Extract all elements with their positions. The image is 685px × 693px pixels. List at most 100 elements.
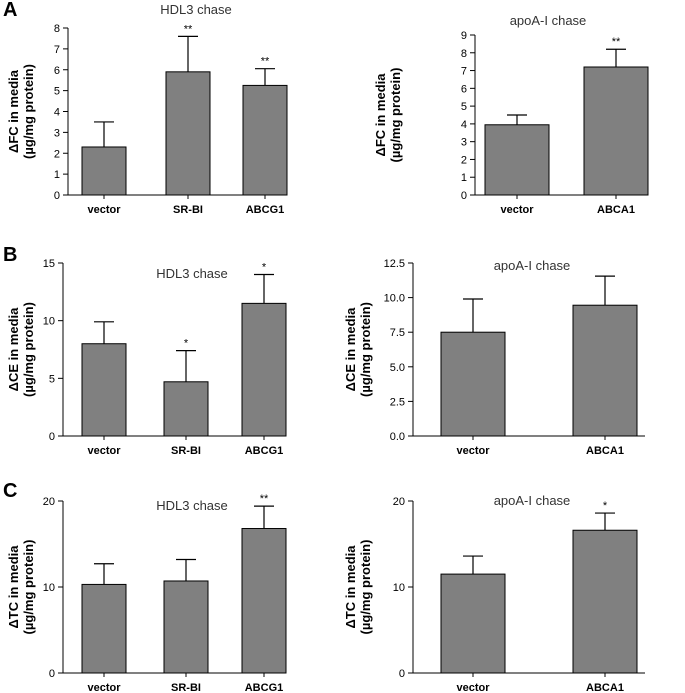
y-tick-label: 20 (43, 496, 55, 508)
panel-label: B (3, 244, 17, 266)
chart-title: apoA-I chase (494, 493, 571, 508)
y-tick-label: 8 (54, 23, 60, 35)
y-axis-label-line: (µg/mg protein) (388, 68, 403, 163)
y-tick-label: 2 (461, 154, 467, 166)
bar-abca1 (572, 304, 638, 437)
y-axis-label: ΔCE in media(µg/mg protein) (6, 302, 36, 397)
x-tick-label: vector (456, 445, 490, 457)
x-tick-label: ABCG1 (246, 204, 285, 216)
y-tick-label: 12.5 (384, 258, 405, 270)
y-tick-label: 5 (461, 101, 467, 113)
y-tick-label: 3 (461, 137, 467, 149)
chart-3: B HDL3 chase ΔCE in media(µg/mg protein) 0 5… (3, 244, 287, 457)
x-tick-label: vector (87, 204, 121, 216)
y-axis-label-line: ΔTC in media (6, 545, 21, 629)
x-tick-label: vector (456, 682, 490, 693)
chart-4: apoA-I chase ΔCE in media(µg/mg protein) 0… (343, 258, 645, 457)
y-tick-label: 10 (393, 582, 405, 594)
y-axis-label: ΔFC in media(µg/mg protein) (373, 68, 403, 163)
significance-marker: ** (261, 56, 270, 68)
significance-marker: ** (184, 23, 193, 35)
bar-vector (81, 146, 127, 196)
x-tick-label: SR-BI (171, 682, 201, 693)
y-tick-label: 4 (54, 107, 60, 119)
significance-marker: * (603, 500, 608, 512)
x-tick-label: ABCA1 (586, 682, 624, 693)
y-tick-label: 6 (54, 65, 60, 77)
chart-2: apoA-I chase ΔFC in media(µg/mg protein) 0… (373, 13, 649, 216)
y-tick-label: 7.5 (390, 327, 405, 339)
bar-abcg1 (241, 302, 287, 437)
y-tick-label: 0 (49, 431, 55, 443)
y-tick-label: 7 (54, 44, 60, 56)
significance-marker: * (262, 262, 267, 274)
chart-6: apoA-I chase ΔTC in media(µg/mg protein) 0… (343, 493, 645, 693)
chart-title: apoA-I chase (494, 258, 571, 273)
y-axis-label-line: (µg/mg protein) (21, 540, 36, 635)
y-tick-label: 15 (43, 258, 55, 270)
y-axis-label-line: (µg/mg protein) (358, 302, 373, 397)
chart-1: A HDL3 chase ΔFC in media(µg/mg protein) 0 1… (3, 0, 288, 216)
x-tick-label: SR-BI (171, 445, 201, 457)
y-axis-label-line: ΔCE in media (343, 307, 358, 392)
chart-title: HDL3 chase (156, 266, 228, 281)
y-axis-label: ΔTC in media(µg/mg protein) (6, 540, 36, 635)
y-tick-label: 1 (461, 172, 467, 184)
y-tick-label: 0.0 (390, 431, 405, 443)
chart-title: HDL3 chase (156, 498, 228, 513)
x-tick-label: vector (87, 445, 121, 457)
y-axis-label: ΔTC in media(µg/mg protein) (343, 540, 373, 635)
chart-title: apoA-I chase (510, 13, 587, 28)
chart-title: HDL3 chase (160, 2, 232, 17)
y-axis-label-line: ΔFC in media (6, 69, 21, 153)
bar-sr-bi (163, 381, 209, 437)
y-tick-label: 8 (461, 48, 467, 60)
y-tick-label: 3 (54, 127, 60, 139)
bar-abca1 (583, 66, 649, 196)
bar-vector (440, 331, 506, 437)
y-axis-label: ΔFC in media(µg/mg protein) (6, 64, 36, 159)
y-tick-label: 1 (54, 169, 60, 181)
y-tick-label: 2 (54, 148, 60, 160)
y-tick-label: 5 (49, 373, 55, 385)
significance-marker: ** (612, 36, 621, 48)
y-axis-label-line: ΔTC in media (343, 545, 358, 629)
bar-vector (484, 124, 550, 196)
y-axis-label: ΔCE in media(µg/mg protein) (343, 302, 373, 397)
y-tick-label: 10 (43, 316, 55, 328)
panel-label: C (3, 480, 17, 502)
x-tick-label: ABCA1 (586, 445, 624, 457)
y-axis-label-line: (µg/mg protein) (358, 540, 373, 635)
y-axis-label-line: (µg/mg protein) (21, 64, 36, 159)
y-tick-label: 2.5 (390, 396, 405, 408)
y-axis-label-line: ΔCE in media (6, 307, 21, 392)
significance-marker: * (184, 338, 189, 350)
x-tick-label: ABCA1 (597, 204, 635, 216)
y-tick-label: 0 (461, 190, 467, 202)
chart-5: C HDL3 chase ΔTC in media(µg/mg protein) 0 1… (3, 480, 287, 693)
y-tick-label: 6 (461, 83, 467, 95)
y-tick-label: 20 (393, 496, 405, 508)
y-tick-label: 0 (399, 668, 405, 680)
x-tick-label: vector (87, 682, 121, 693)
y-tick-label: 4 (461, 119, 467, 131)
y-axis-label-line: (µg/mg protein) (21, 302, 36, 397)
y-tick-label: 10.0 (384, 293, 405, 305)
x-tick-label: SR-BI (173, 204, 203, 216)
y-tick-label: 9 (461, 30, 467, 42)
bar-abcg1 (241, 528, 287, 674)
y-tick-label: 7 (461, 66, 467, 78)
x-tick-label: ABCG1 (245, 445, 284, 457)
y-tick-label: 0 (49, 668, 55, 680)
y-axis-label-line: ΔFC in media (373, 73, 388, 157)
bar-vector (81, 343, 127, 437)
y-tick-label: 5.0 (390, 362, 405, 374)
bar-vector (440, 573, 506, 674)
y-tick-label: 0 (54, 190, 60, 202)
bar-abca1 (572, 529, 638, 674)
x-tick-label: vector (500, 204, 534, 216)
bar-sr-bi (165, 71, 211, 196)
bar-abcg1 (242, 84, 288, 196)
bar-sr-bi (163, 580, 209, 674)
bar-vector (81, 583, 127, 674)
